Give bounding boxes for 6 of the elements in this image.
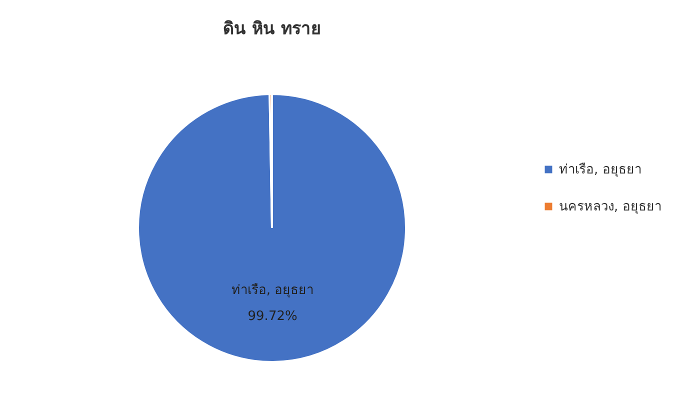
pie-slice [137, 93, 407, 363]
slice-label: ท่าเรือ, อยุธยา [231, 282, 314, 298]
data-label: 99.72% [248, 309, 298, 324]
chart-title: ดิน หิน ทราย [223, 19, 321, 39]
legend-label: ท่าเรือ, อยุธยา [559, 162, 642, 178]
legend-label: นครหลวง, อยุธยา [559, 200, 662, 214]
